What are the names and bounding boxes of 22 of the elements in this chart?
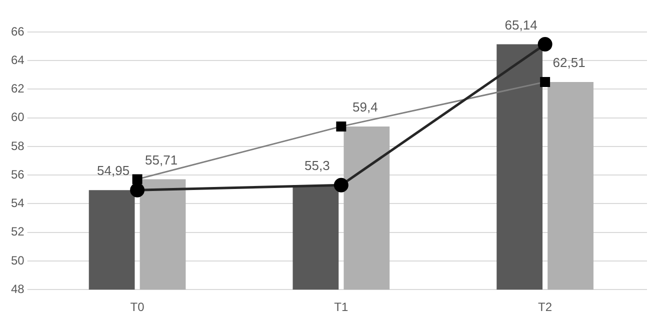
y-tick-label: 54 [10,196,25,210]
data-label: 59,4 [352,100,378,115]
data-label: 65,14 [504,17,538,32]
y-tick-label: 66 [10,24,25,38]
point [538,37,552,52]
data-label: 55,3 [304,158,330,174]
y-tick-label: 50 [10,253,25,268]
y-tick-label: 52 [10,224,25,239]
y-tick-label: 48 [10,282,25,296]
y-tick-label: 60 [10,110,25,124]
x-tick-label: T1 [334,300,348,314]
data-label: 62,51 [552,55,586,70]
data-label: 55,71 [145,152,178,168]
y-tick-label: 64 [10,52,25,67]
y-tick-label: 58 [10,138,25,153]
data-label: 54,95 [97,163,130,178]
y-tick-label: 62 [10,82,25,96]
point [334,178,348,192]
point [130,182,145,198]
y-tick-label: 56 [10,167,25,182]
x-tick-label: T2 [538,300,552,314]
x-tick-label: T0 [130,300,145,314]
